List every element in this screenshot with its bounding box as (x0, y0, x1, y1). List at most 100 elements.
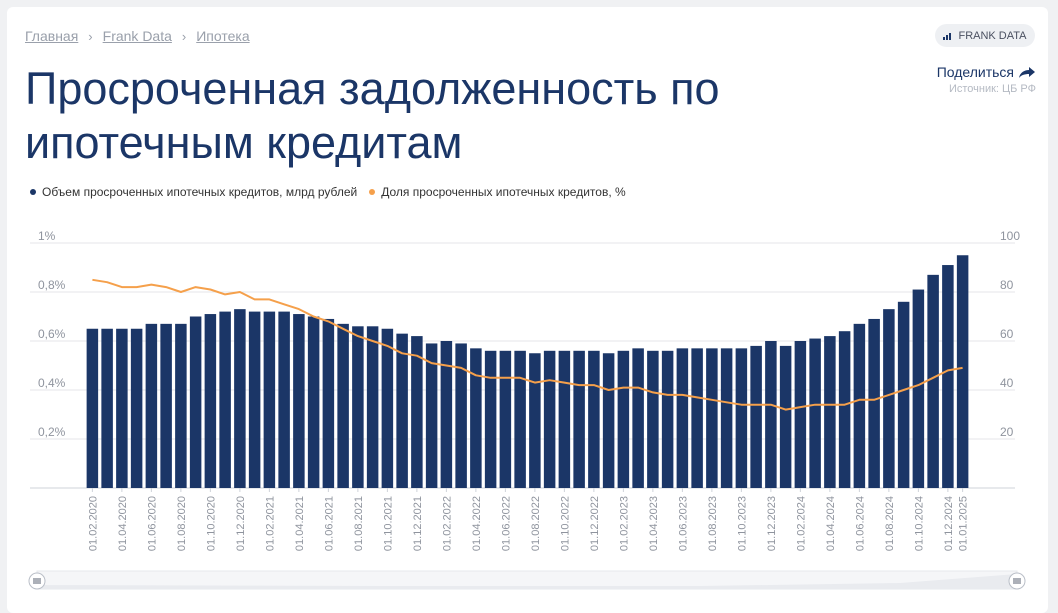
bar (558, 350, 571, 488)
bar (779, 345, 792, 488)
bar (278, 311, 290, 488)
bar (322, 318, 335, 488)
breadcrumb-frank-data-link[interactable]: Frank Data (102, 28, 172, 44)
bar (440, 341, 453, 488)
chart-legend: Объем просроченных ипотечных кредитов, м… (30, 185, 626, 199)
bar (927, 274, 939, 488)
x-tick-label: 01.02.2021 (264, 496, 276, 551)
x-tick-label: 01.06.2023 (677, 496, 689, 551)
bar (632, 348, 644, 488)
bar (883, 309, 895, 488)
bar (617, 350, 630, 488)
legend-marker-volume (30, 189, 36, 195)
legend-item-share[interactable]: Доля просроченных ипотечных кредитов, % (369, 185, 626, 199)
legend-item-volume[interactable]: Объем просроченных ипотечных кредитов, м… (30, 185, 357, 199)
bar (647, 350, 659, 488)
y-right-tick-label: 60 (1000, 327, 1014, 341)
y-right-tick-label: 40 (1000, 376, 1014, 390)
x-tick-label: 01.02.2024 (795, 496, 807, 551)
bar (573, 350, 585, 488)
bar (676, 348, 689, 488)
x-tick-label: 01.10.2020 (205, 496, 217, 551)
bar (942, 265, 954, 488)
x-tick-label: 01.02.2023 (618, 496, 630, 551)
bar (189, 316, 202, 488)
legend-marker-share (369, 189, 376, 195)
x-tick-label: 01.01.2025 (958, 496, 970, 551)
bar (160, 323, 172, 488)
share-label: Поделиться (936, 64, 1014, 80)
y-left-tick-label: 0,6% (38, 327, 66, 341)
bar (588, 350, 600, 488)
bar (175, 323, 187, 488)
bar (543, 350, 556, 488)
x-tick-label: 01.04.2024 (825, 496, 837, 551)
bar (219, 311, 231, 488)
source-note: Источник: ЦБ РФ (948, 83, 1036, 95)
bar (499, 350, 512, 488)
bar (411, 336, 423, 488)
range-handle-left[interactable] (28, 572, 46, 590)
x-tick-label: 01.04.2020 (117, 496, 129, 551)
share-line (92, 278, 963, 411)
breadcrumb-home-link[interactable]: Главная (25, 28, 79, 44)
bar (794, 341, 807, 488)
x-tick-label: 01.02.2020 (87, 496, 99, 551)
y-left-tick-label: 0,8% (38, 278, 66, 292)
y-left-tick-label: 0,4% (38, 376, 66, 390)
share-arrow-icon (1019, 66, 1035, 78)
x-tick-label: 01.06.2022 (500, 496, 512, 551)
x-tick-label: 01.06.2020 (146, 496, 158, 551)
legend-label-volume: Объем просроченных ипотечных кредитов, м… (42, 185, 358, 199)
x-tick-label: 01.02.2022 (441, 496, 453, 551)
x-tick-label: 01.12.2022 (589, 496, 601, 551)
x-tick-label: 01.08.2023 (707, 496, 719, 551)
bar (691, 348, 703, 488)
bar (425, 343, 438, 488)
range-handle-right[interactable] (1008, 572, 1026, 590)
y-left-tick-label: 0,2% (38, 425, 66, 439)
x-tick-label: 01.12.2024 (943, 496, 955, 551)
bar (897, 301, 910, 488)
bar (204, 314, 217, 488)
bar (234, 309, 246, 488)
x-tick-label: 01.06.2024 (854, 496, 866, 551)
y-right-tick-label: 20 (1000, 425, 1014, 439)
y-right-tick-label: 100 (1000, 229, 1020, 243)
breadcrumb-mortgage-link[interactable]: Ипотека (196, 28, 250, 44)
bar (529, 353, 541, 488)
bar (765, 341, 777, 488)
breadcrumb: Главная › Frank Data › Ипотека (25, 28, 250, 44)
x-tick-label: 01.04.2023 (648, 496, 660, 551)
frank-data-badge[interactable]: FRANK DATA (935, 24, 1035, 47)
bar (366, 326, 379, 488)
bar (853, 323, 866, 488)
y-left-tick-label: 1% (38, 229, 56, 243)
bar (661, 350, 674, 488)
chevron-right-icon: › (88, 28, 93, 44)
bar (101, 328, 113, 488)
bar (307, 316, 320, 488)
navigator-preview (37, 574, 1017, 589)
bar (484, 350, 497, 488)
bar (956, 255, 969, 488)
bar (735, 348, 748, 488)
x-tick-label: 01.10.2022 (559, 496, 571, 551)
bar-chart-icon (943, 32, 952, 40)
x-tick-label: 01.08.2024 (884, 496, 896, 551)
share-button[interactable]: Поделиться (937, 64, 1036, 80)
x-tick-label: 01.10.2021 (382, 496, 394, 551)
bar (514, 350, 526, 488)
bar (706, 348, 718, 488)
bar (912, 289, 925, 488)
bar (337, 323, 349, 488)
x-tick-label: 01.10.2023 (736, 496, 748, 551)
bar (470, 348, 482, 488)
x-tick-label: 01.08.2021 (353, 496, 365, 551)
y-right-tick-label: 80 (1000, 278, 1014, 292)
x-tick-label: 01.06.2021 (323, 496, 335, 551)
bar (116, 328, 128, 488)
page-title: Просроченная задолженность по ипотечным … (25, 63, 720, 168)
chart-card (7, 7, 1048, 613)
